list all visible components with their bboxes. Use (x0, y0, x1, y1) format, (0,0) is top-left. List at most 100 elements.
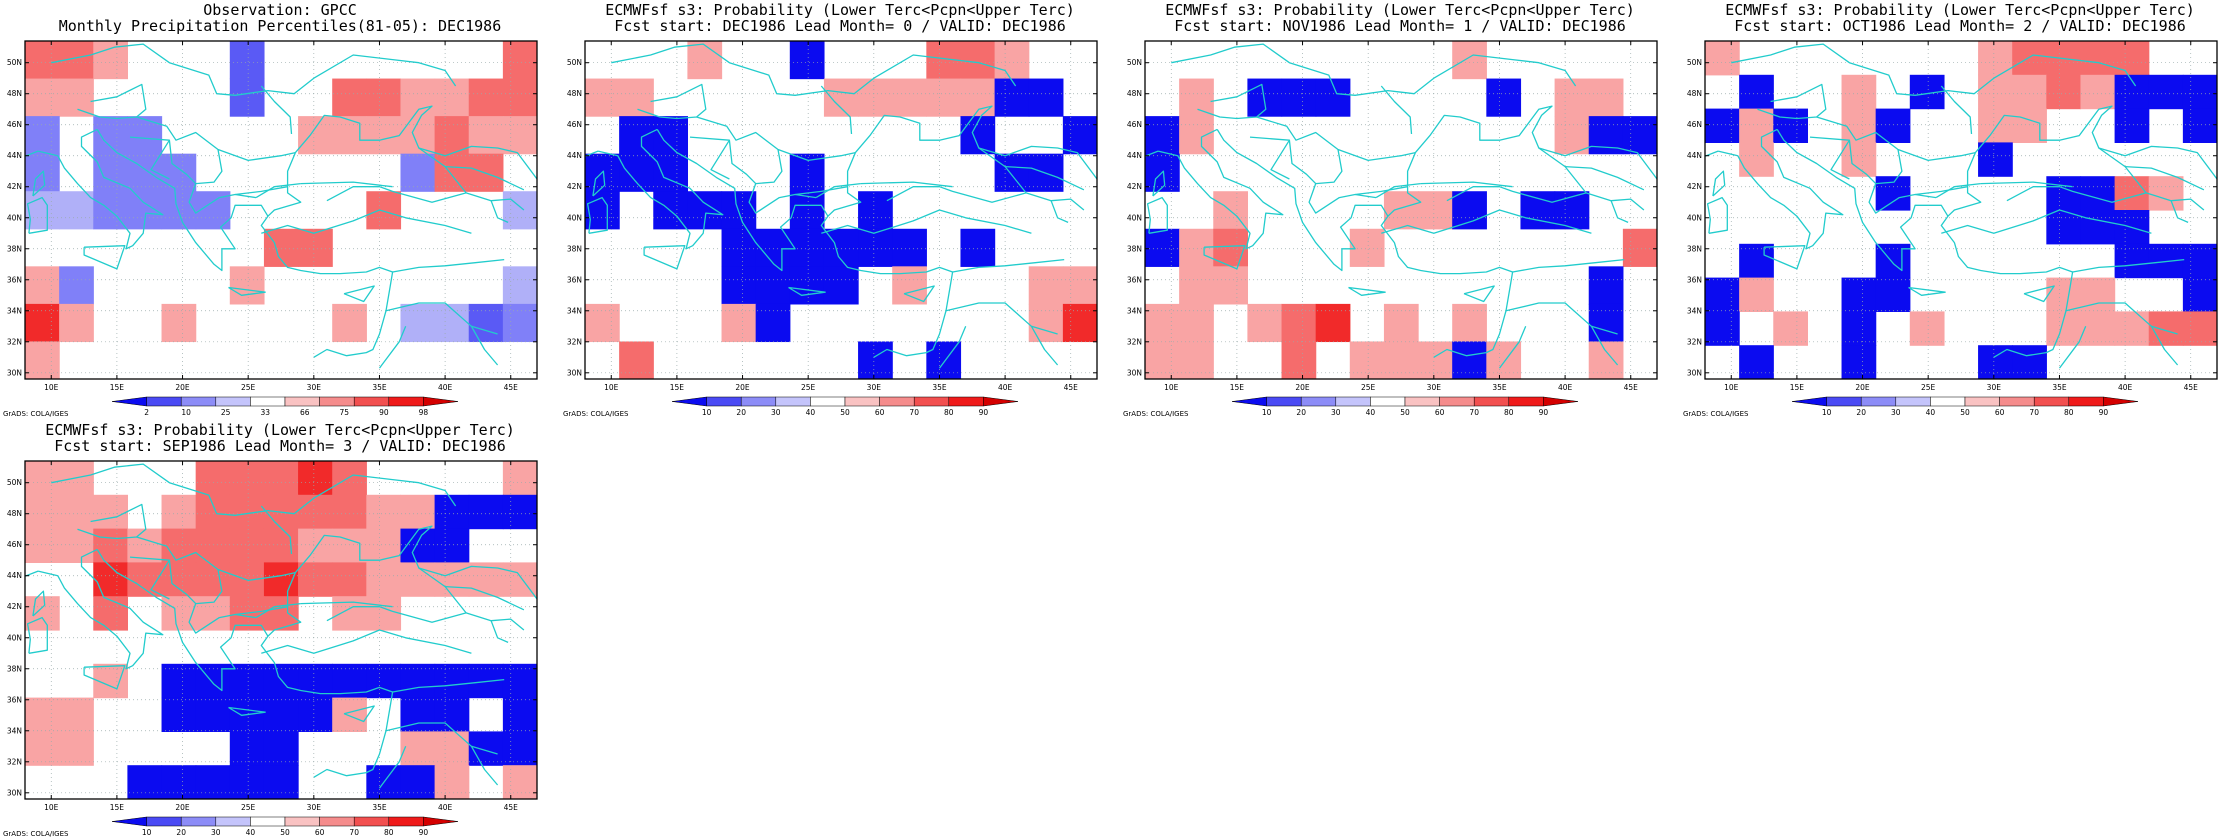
coastline (2170, 200, 2189, 223)
grid-cell (2046, 277, 2082, 312)
coastline (490, 620, 509, 643)
coastline (37, 128, 164, 250)
grid-cell (195, 765, 231, 799)
coastline (83, 245, 126, 270)
lon-tick-label: 45E (2184, 383, 2199, 392)
colorbar-swatch (146, 396, 182, 407)
colorbar-swatch (388, 816, 424, 827)
colorbar-label: 30 (1331, 408, 1341, 417)
grid-cell (1739, 74, 1774, 110)
lon-tick-label: 30E (1427, 383, 1442, 392)
coastline (228, 706, 266, 716)
lon-tick-label: 35E (372, 803, 387, 812)
grid-cell (1588, 303, 1624, 343)
grid-cell (25, 596, 60, 631)
grid-cell (755, 266, 791, 305)
lon-tick-label: 15E (670, 383, 685, 392)
coastline (378, 746, 407, 789)
grid-cell (434, 663, 470, 699)
colorbar-swatch (1335, 396, 1371, 407)
coastline (1146, 196, 1168, 234)
grid-cell (366, 191, 402, 230)
grid-cell (2046, 176, 2082, 211)
grid-cell (653, 153, 688, 192)
grid-cell (1622, 228, 1657, 267)
coastline (168, 560, 223, 605)
grid-cell (1486, 78, 1522, 117)
coastline (343, 285, 375, 303)
coastline (815, 182, 861, 199)
colorbar-label: 30 (771, 408, 781, 417)
coastline (2072, 258, 2185, 273)
grid-cell (1739, 277, 1774, 312)
coastline (820, 215, 954, 358)
coastlines (25, 463, 537, 789)
grid-cell (434, 765, 470, 799)
colorbar-label: 40 (1366, 408, 1376, 417)
coastline (26, 196, 48, 234)
colorbar-swatch (1826, 396, 1862, 407)
lon-tick-label: 45E (504, 803, 519, 812)
grid-cell (1418, 191, 1453, 230)
grid-cell (1705, 311, 1740, 346)
grid-cell (960, 41, 996, 80)
grid-cell (1247, 303, 1283, 343)
lat-tick-label: 50N (7, 478, 22, 487)
panel-subtitle: Fcst start: DEC1986 Lead Month= 0 / VALI… (614, 17, 1066, 35)
colorbar-swatch (1930, 396, 1966, 407)
coastline (788, 286, 826, 296)
grid-cell (298, 697, 333, 732)
map-panel: ECMWFsf s3: Probability (Lower Terc<Pcpn… (0, 420, 560, 840)
grid-cell (400, 494, 436, 530)
grid-cell (619, 78, 654, 117)
grid-cell (1145, 303, 1180, 343)
lon-tick-label: 40E (1558, 383, 1573, 392)
coastlines (25, 43, 537, 369)
colorbar-swatch (1964, 396, 2000, 407)
map-panel: ECMWFsf s3: Probability (Lower Terc<Pcpn… (560, 0, 1120, 420)
grid-cell (400, 153, 436, 192)
coastline (1940, 85, 1973, 135)
coastline (1308, 183, 1408, 214)
grid-cell (721, 303, 757, 343)
colorbar-swatch (2103, 396, 2139, 407)
lon-tick-label: 25E (241, 803, 256, 812)
grid-cell (400, 663, 436, 699)
grid-cell (1978, 74, 2013, 110)
grid-cell (1773, 311, 1808, 346)
colorbar-label: 80 (2064, 408, 2074, 417)
lat-tick-label: 34N (7, 306, 22, 315)
panel-title: ECMWFsf s3: Probability (Lower Terc<Pcpn… (45, 421, 515, 439)
coastline (37, 548, 164, 670)
grid-cell (687, 41, 723, 80)
colorbar-swatch (1404, 396, 1440, 407)
colorbar-swatch (1473, 396, 1510, 407)
grid-cell (1739, 142, 1774, 177)
colorbar-label: 70 (349, 828, 359, 837)
grid-cell (1841, 108, 1877, 143)
panel-title: Observation: GPCC (203, 1, 357, 19)
panel-title: ECMWFsf s3: Probability (Lower Terc<Pcpn… (1725, 1, 2195, 19)
colorbar-swatch (353, 816, 390, 827)
coastline (586, 196, 608, 234)
grid-cell (263, 528, 299, 563)
grid-cell (585, 303, 620, 343)
lat-tick-label: 32N (1127, 337, 1142, 346)
grid-cell (25, 41, 60, 80)
lat-tick-label: 46N (567, 120, 582, 129)
colorbar-label: 60 (1435, 408, 1445, 417)
colorbar-swatch (2033, 396, 2070, 407)
lat-tick-label: 48N (7, 89, 22, 98)
colorbar-swatch (215, 816, 251, 827)
colorbar-label: 50 (280, 828, 290, 837)
shaded-cells (585, 41, 1097, 379)
colorbar-label: 20 (1856, 408, 1866, 417)
grid-cell (263, 596, 299, 631)
colorbar-swatch (215, 396, 251, 407)
grid-cell (25, 731, 60, 766)
coastline (77, 503, 147, 540)
colorbar-label: 40 (1926, 408, 1936, 417)
graticule (1705, 41, 2217, 379)
colorbar-swatch (706, 396, 742, 407)
lon-tick-label: 20E (1295, 383, 1310, 392)
